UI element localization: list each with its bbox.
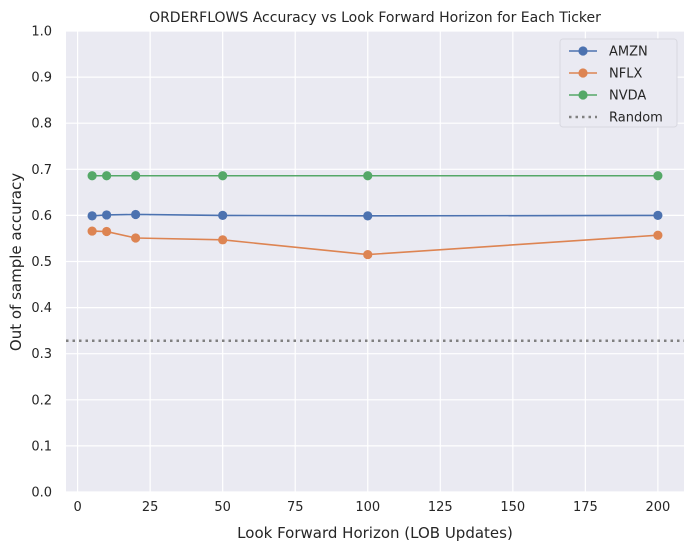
- legend-marker: [578, 68, 588, 78]
- data-point: [102, 226, 112, 237]
- x-tick-label: 75: [287, 500, 304, 515]
- legend-marker: [578, 90, 588, 100]
- legend-entry: NFLX: [569, 67, 642, 82]
- x-tick-label: 200: [645, 500, 670, 515]
- data-point: [653, 210, 663, 220]
- data-point: [653, 171, 663, 181]
- y-tick-label: 0.2: [31, 393, 52, 408]
- y-tick-label: 0.6: [31, 209, 52, 224]
- series-amzn: [87, 209, 663, 221]
- y-tick-label: 0.0: [31, 486, 52, 501]
- legend-label: AMZN: [609, 45, 648, 60]
- data-point: [87, 226, 97, 236]
- x-tick-label: 50: [214, 500, 231, 515]
- chart-title: ORDERFLOWS Accuracy vs Look Forward Hori…: [149, 10, 601, 26]
- y-tick-label: 0.7: [31, 163, 52, 178]
- y-tick-label: 0.1: [31, 439, 52, 454]
- data-point: [653, 230, 663, 240]
- legend-label: Random: [609, 111, 663, 126]
- y-tick-label: 0.4: [31, 301, 52, 316]
- x-tick-label: 175: [573, 500, 598, 515]
- legend-marker: [578, 46, 588, 56]
- data-point: [363, 211, 373, 221]
- y-tick-label: 0.3: [31, 347, 52, 362]
- x-tick-label: 150: [500, 500, 525, 515]
- data-point: [218, 210, 228, 220]
- data-point: [218, 171, 228, 181]
- legend: AMZN NFLX NVDA Random: [559, 38, 678, 128]
- legend-label: NVDA: [609, 89, 646, 104]
- x-axis-label: Look Forward Horizon (LOB Updates): [237, 524, 513, 542]
- legend-box: [559, 38, 678, 128]
- x-tick-label: 0: [73, 500, 81, 515]
- legend-entry: NVDA: [569, 89, 646, 104]
- y-tick-label: 1.0: [31, 25, 52, 40]
- data-point: [102, 210, 112, 220]
- legend-label: NFLX: [609, 67, 642, 82]
- y-tick-label: 0.9: [31, 71, 52, 86]
- y-tick-label: 0.8: [31, 117, 52, 132]
- y-tick-label: 0.5: [31, 255, 52, 270]
- legend-entry: AMZN: [569, 45, 648, 60]
- y-axis-label: Out of sample accuracy: [7, 173, 25, 351]
- tick-labels: 0 25 50 75 100 125 150 175 200 0.0 0.1 0.2 0.3 0.4 0.5…: [31, 25, 670, 516]
- series-nflx: [87, 226, 663, 260]
- data-point: [87, 211, 97, 221]
- data-point: [131, 171, 141, 181]
- series-nvda: [87, 171, 663, 181]
- data-point: [363, 171, 373, 181]
- data-point: [131, 209, 141, 220]
- legend-entry: Random: [569, 111, 663, 126]
- series-layer: [87, 171, 663, 260]
- data-point: [131, 233, 141, 243]
- data-point: [102, 171, 112, 181]
- x-tick-label: 25: [142, 500, 159, 515]
- data-point: [218, 235, 228, 245]
- x-tick-label: 125: [428, 500, 453, 515]
- data-point: [363, 249, 373, 260]
- data-point: [87, 171, 97, 181]
- x-tick-label: 100: [355, 500, 380, 515]
